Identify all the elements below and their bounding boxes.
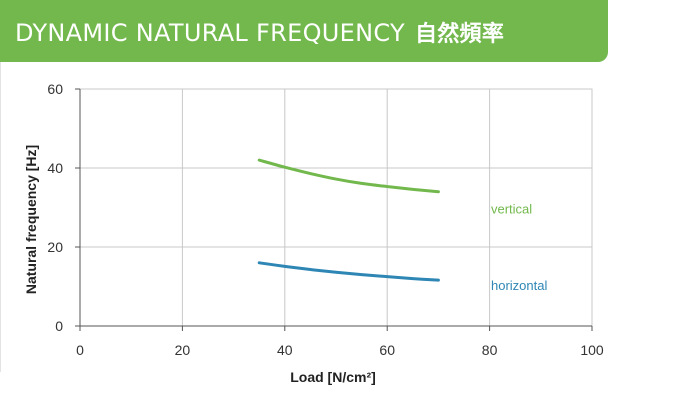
- tick-labels: 0 20 40 60 80 100 0 20 40 60: [47, 81, 603, 358]
- y-tick-label: 60: [47, 81, 63, 97]
- y-tick-label: 20: [47, 239, 63, 255]
- series-line-vertical: [257, 158, 440, 194]
- grid: [79, 88, 593, 327]
- header-banner: [0, 0, 608, 62]
- title-cjk-text: 自然頻率: [414, 22, 505, 47]
- x-tick-label: 100: [580, 342, 604, 358]
- page-title: DYNAMIC NATURAL FREQUENCY 自然頻率: [15, 16, 504, 48]
- series-label-vertical: vertical: [491, 202, 532, 217]
- y-tick-label: 0: [55, 318, 63, 334]
- x-axis-title: Load [N/cm²]: [290, 369, 376, 385]
- x-tick-label: 40: [277, 342, 293, 358]
- title-text: DYNAMIC NATURAL FREQUENCY: [15, 19, 405, 47]
- series-labels: vertical horizontal: [491, 202, 547, 293]
- series-label-horizontal: horizontal: [491, 278, 547, 293]
- x-tick-label: 0: [76, 342, 84, 358]
- x-tick-label: 20: [175, 342, 191, 358]
- series-line-horizontal: [257, 261, 440, 282]
- y-axis-title: Natural frequency [Hz]: [23, 145, 39, 294]
- series-lines: [257, 158, 440, 282]
- x-tick-label: 80: [482, 342, 498, 358]
- y-tick-label: 40: [47, 160, 63, 176]
- axes: [75, 88, 593, 331]
- left-divider: [0, 62, 1, 372]
- x-tick-label: 60: [379, 342, 395, 358]
